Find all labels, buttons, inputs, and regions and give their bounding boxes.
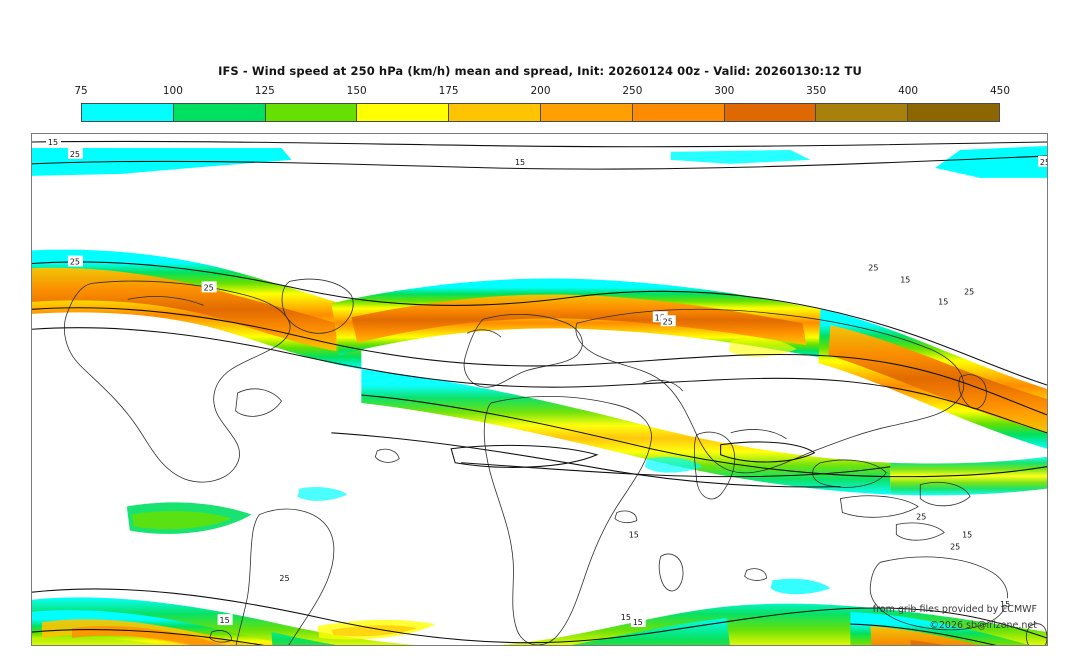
svg-text:25: 25 (964, 287, 974, 296)
spread-contours (32, 140, 1047, 645)
colorbar-segment-300-350 (724, 104, 817, 121)
svg-text:15: 15 (655, 313, 665, 322)
contour-labels: 15 25 15 25 25 25 15 15 25 (45, 135, 1047, 627)
svg-text:15: 15 (629, 530, 639, 539)
svg-text:15: 15 (633, 618, 643, 627)
colorbar-tick-250: 250 (622, 85, 643, 97)
colorbar-segment-125-150 (265, 104, 358, 121)
svg-text:25: 25 (1040, 158, 1047, 167)
colorbar-tick-75: 75 (74, 85, 88, 97)
svg-text:25: 25 (950, 542, 960, 551)
colorbar-segment-75-100 (82, 104, 174, 121)
colorbar-tick-200: 200 (530, 85, 551, 97)
svg-text:25: 25 (868, 263, 878, 272)
colorbar-segment-200-250 (540, 104, 633, 121)
colorbar-tick-150: 150 (346, 85, 367, 97)
colorbar-segment-175-200 (449, 104, 541, 121)
svg-text:25: 25 (916, 512, 926, 521)
colorbar-tick-125: 125 (254, 85, 275, 97)
colorbar-gradient (81, 103, 1000, 122)
colorbar: 75 100 125 150 175 200 250 300 350 400 450 (74, 85, 1010, 122)
svg-text:15: 15 (938, 297, 948, 306)
copyright-credit: ©2026 sb@irizone.net (929, 620, 1037, 631)
colorbar-segment-400-450 (908, 104, 999, 121)
svg-text:15: 15 (621, 613, 631, 622)
colorbar-tick-175: 175 (438, 85, 459, 97)
svg-text:15: 15 (1000, 600, 1010, 609)
svg-text:15: 15 (962, 530, 972, 539)
coastlines (64, 278, 1047, 645)
svg-text:25: 25 (663, 317, 673, 326)
colorbar-segment-100-125 (173, 104, 266, 121)
colorbar-tick-400: 400 (898, 85, 919, 97)
colorbar-tick-labels: 75 100 125 150 175 200 250 300 350 400 450 (74, 85, 1010, 101)
svg-text:15: 15 (900, 275, 910, 284)
colorbar-tick-450: 450 (989, 85, 1011, 97)
colorbar-tick-300: 300 (714, 85, 735, 97)
map-canvas[interactable]: 15 25 15 25 25 25 15 15 25 (31, 133, 1048, 646)
colorbar-segment-350-400 (816, 104, 909, 121)
colorbar-segment-150-175 (357, 104, 450, 121)
page-title: IFS - Wind speed at 250 hPa (km/h) mean … (218, 64, 862, 78)
svg-text:25: 25 (70, 257, 80, 266)
svg-text:25: 25 (70, 150, 80, 159)
world-map: 15 25 15 25 25 25 15 15 25 (32, 134, 1047, 645)
svg-text:25: 25 (279, 574, 289, 583)
svg-text:15: 15 (48, 138, 58, 147)
colorbar-segment-250-300 (632, 104, 725, 121)
data-source-credit: from grib files provided by ECMWF (872, 604, 1037, 615)
svg-text:25: 25 (204, 283, 214, 292)
colorbar-tick-350: 350 (806, 85, 827, 97)
colorbar-tick-100: 100 (162, 85, 183, 97)
svg-text:15: 15 (515, 158, 525, 167)
svg-text:15: 15 (220, 616, 230, 625)
